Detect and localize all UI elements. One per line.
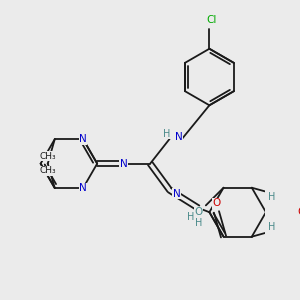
Text: O: O [195, 207, 203, 218]
Text: H: H [195, 218, 202, 228]
Text: N: N [79, 134, 87, 144]
Text: H: H [163, 129, 171, 139]
Text: N: N [120, 159, 128, 169]
Text: H: H [187, 212, 194, 222]
Text: N: N [79, 183, 87, 193]
Text: H: H [268, 192, 276, 203]
Text: O: O [297, 207, 300, 217]
Text: H: H [268, 222, 276, 232]
Text: Cl: Cl [207, 16, 217, 26]
Text: O: O [212, 198, 220, 208]
Text: CH₃: CH₃ [39, 152, 56, 161]
Text: CH₃: CH₃ [39, 167, 56, 176]
Text: N: N [173, 189, 181, 199]
Text: N: N [175, 132, 182, 142]
